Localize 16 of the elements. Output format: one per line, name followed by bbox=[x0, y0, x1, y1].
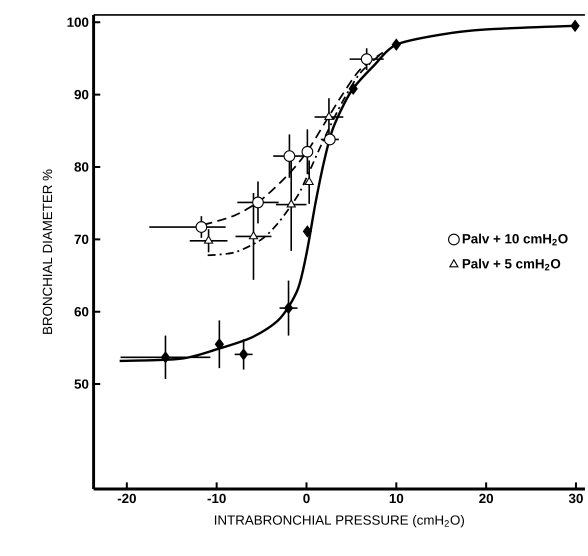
y-tick-label: 100 bbox=[67, 18, 88, 27]
legend-label: Palv + 10 cmH$_{2}$O bbox=[462, 234, 568, 246]
x-tick-label: 10 bbox=[390, 494, 404, 504]
y-tick-label: 80 bbox=[74, 162, 88, 172]
y-tick-label: 50 bbox=[74, 379, 88, 389]
x-tick-label: 0 bbox=[303, 494, 310, 504]
legend-label: Palv + 5 cmH$_{2}$O bbox=[462, 258, 560, 270]
x-tick-label: -20 bbox=[118, 494, 136, 504]
y-tick-label: 60 bbox=[74, 306, 88, 316]
y-tick-label: 90 bbox=[74, 90, 88, 100]
x-axis-title: INTRABRONCHIAL PRESSURE (cmH$_{2}$O) bbox=[214, 514, 464, 528]
y-axis-title: BRONCHIAL DIAMETER % bbox=[42, 169, 52, 334]
x-tick-label: 30 bbox=[568, 494, 583, 504]
x-tick-label: -10 bbox=[208, 494, 226, 504]
x-tick-label: 20 bbox=[479, 494, 494, 504]
y-tick-label: 70 bbox=[74, 234, 88, 244]
